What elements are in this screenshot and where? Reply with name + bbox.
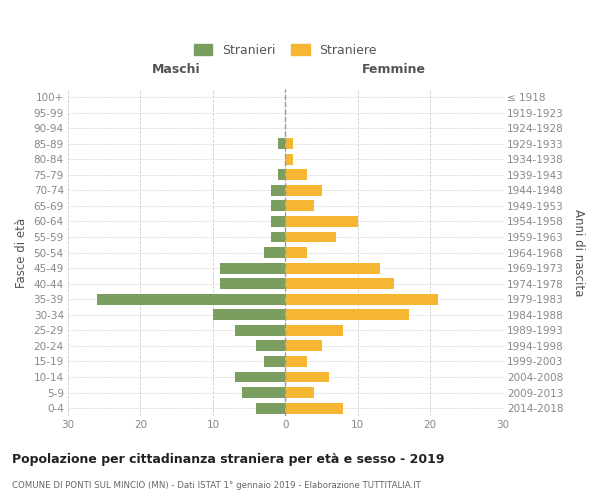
Bar — [235, 325, 286, 336]
Bar — [278, 138, 286, 149]
Bar — [235, 372, 286, 382]
Bar — [271, 200, 286, 211]
Bar — [256, 402, 286, 413]
Bar — [286, 247, 307, 258]
Bar — [286, 325, 343, 336]
Bar — [286, 185, 322, 196]
Bar — [286, 340, 322, 351]
Bar — [286, 310, 409, 320]
Bar — [97, 294, 286, 304]
Bar — [278, 170, 286, 180]
Bar — [263, 247, 286, 258]
Bar — [242, 387, 286, 398]
Legend: Stranieri, Straniere: Stranieri, Straniere — [190, 40, 381, 60]
Bar — [220, 278, 286, 289]
Bar — [263, 356, 286, 367]
Bar — [286, 294, 437, 304]
Bar — [256, 340, 286, 351]
Bar — [286, 200, 314, 211]
Bar — [286, 232, 336, 242]
Bar — [286, 387, 314, 398]
Bar — [220, 262, 286, 274]
Bar — [286, 262, 380, 274]
Bar — [213, 310, 286, 320]
Bar — [271, 232, 286, 242]
Bar — [286, 216, 358, 227]
Bar — [286, 372, 329, 382]
Bar — [271, 216, 286, 227]
Text: Femmine: Femmine — [362, 63, 426, 76]
Bar — [286, 278, 394, 289]
Bar — [271, 185, 286, 196]
Bar — [286, 356, 307, 367]
Bar — [286, 138, 293, 149]
Bar — [286, 402, 343, 413]
Text: Maschi: Maschi — [152, 63, 201, 76]
Text: Popolazione per cittadinanza straniera per età e sesso - 2019: Popolazione per cittadinanza straniera p… — [12, 452, 445, 466]
Text: COMUNE DI PONTI SUL MINCIO (MN) - Dati ISTAT 1° gennaio 2019 - Elaborazione TUTT: COMUNE DI PONTI SUL MINCIO (MN) - Dati I… — [12, 480, 421, 490]
Y-axis label: Fasce di età: Fasce di età — [15, 218, 28, 288]
Bar — [286, 170, 307, 180]
Y-axis label: Anni di nascita: Anni di nascita — [572, 209, 585, 296]
Bar — [286, 154, 293, 164]
